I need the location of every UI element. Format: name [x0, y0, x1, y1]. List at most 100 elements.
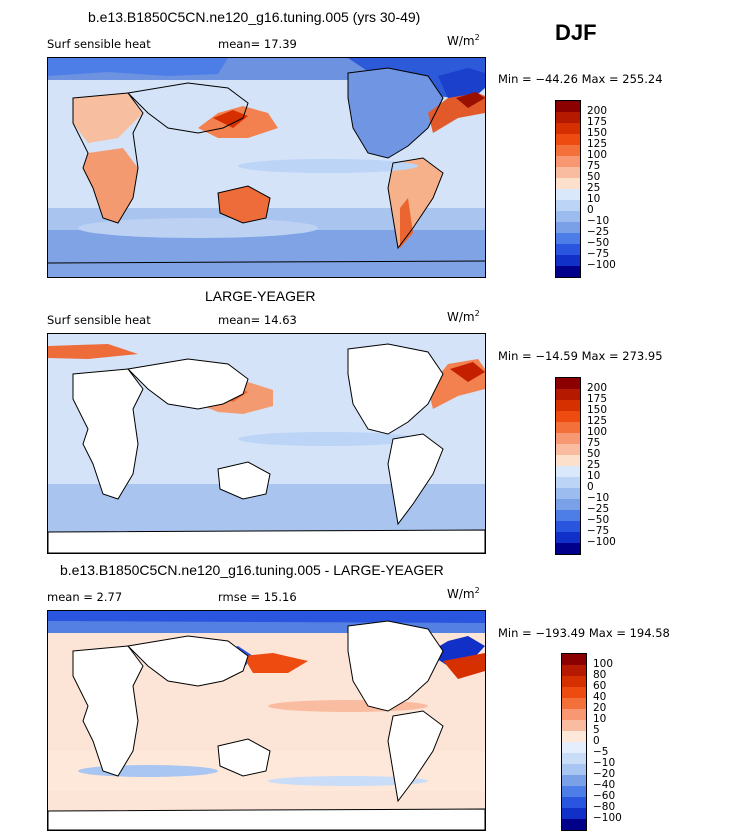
panel-2-title: LARGE-YEAGER: [205, 288, 316, 304]
panel-1-mean: mean= 17.39: [218, 37, 297, 51]
colorbar-swatch: [556, 499, 580, 510]
colorbar-swatch: [562, 720, 586, 731]
panel-1-title: b.e13.B1850C5CN.ne120_g16.tuning.005 (yr…: [88, 9, 421, 25]
colorbar-label: 50: [587, 448, 601, 460]
colorbar-label: 50: [587, 171, 601, 183]
colorbar-label: −60: [593, 790, 616, 802]
colorbar-label: 175: [587, 116, 608, 128]
colorbar-label: −25: [587, 503, 610, 515]
panel-2-map: [47, 333, 486, 554]
colorbar-label: 100: [587, 149, 608, 161]
colorbar-label: −10: [587, 492, 610, 504]
colorbar-swatch: [562, 764, 586, 775]
colorbar-swatch: [556, 400, 580, 411]
panel-3-colorbar-cells: [562, 654, 586, 830]
panel-3-title: b.e13.B1850C5CN.ne120_g16.tuning.005 - L…: [60, 562, 444, 578]
colorbar-label: 100: [587, 426, 608, 438]
colorbar-swatch: [556, 521, 580, 532]
colorbar-label: −100: [593, 812, 622, 824]
panel-3-map-svg: [48, 611, 485, 830]
colorbar-swatch: [556, 422, 580, 433]
colorbar-swatch: [556, 433, 580, 444]
colorbar-swatch: [556, 123, 580, 134]
colorbar-label: 40: [593, 691, 607, 703]
colorbar-swatch: [556, 488, 580, 499]
colorbar-swatch: [556, 444, 580, 455]
colorbar-label: 80: [593, 669, 607, 681]
colorbar-label: −75: [587, 525, 610, 537]
colorbar-swatch: [556, 378, 580, 389]
colorbar-swatch: [562, 797, 586, 808]
colorbar-label: 175: [587, 393, 608, 405]
colorbar-swatch: [562, 775, 586, 786]
colorbar-swatch: [556, 211, 580, 222]
panel-1-colorbar-cells: [556, 101, 580, 277]
colorbar-label: 150: [587, 404, 608, 416]
colorbar-swatch: [556, 178, 580, 189]
colorbar-label: 25: [587, 182, 601, 194]
colorbar-swatch: [556, 532, 580, 543]
colorbar-label: −40: [593, 779, 616, 791]
colorbar-swatch: [556, 466, 580, 477]
colorbar-swatch: [562, 819, 586, 830]
colorbar-label: −50: [587, 237, 610, 249]
colorbar-swatch: [556, 156, 580, 167]
colorbar-swatch: [562, 709, 586, 720]
colorbar-label: 25: [587, 459, 601, 471]
panel-2-minmax: Min = −14.59 Max = 273.95: [498, 349, 663, 363]
colorbar-label: 0: [587, 481, 594, 493]
panel-1-variable: Surf sensible heat: [47, 37, 151, 51]
colorbar-swatch: [556, 411, 580, 422]
panel-2-mean: mean= 14.63: [218, 313, 297, 327]
colorbar-swatch: [556, 189, 580, 200]
colorbar-swatch: [562, 731, 586, 742]
colorbar-swatch: [562, 808, 586, 819]
colorbar-label: 10: [593, 713, 607, 725]
colorbar-swatch: [556, 200, 580, 211]
colorbar-swatch: [556, 222, 580, 233]
colorbar-swatch: [556, 112, 580, 123]
colorbar-label: 75: [587, 437, 601, 449]
panel-3-rmse: rmse = 15.16: [218, 590, 297, 604]
panel-2-variable: Surf sensible heat: [47, 313, 151, 327]
colorbar-label: −20: [593, 768, 616, 780]
panel-1-colorbar: [555, 100, 581, 278]
panel-1-map: [47, 57, 486, 278]
colorbar-swatch: [556, 477, 580, 488]
colorbar-label: −5: [593, 746, 609, 758]
colorbar-label: −100: [587, 259, 616, 271]
panel-3-units: W/m2: [447, 586, 480, 601]
colorbar-label: 100: [593, 658, 614, 670]
colorbar-swatch: [556, 244, 580, 255]
colorbar-label: 75: [587, 160, 601, 172]
panel-1-map-svg: [48, 58, 485, 277]
colorbar-swatch: [562, 742, 586, 753]
colorbar-swatch: [556, 266, 580, 277]
colorbar-swatch: [556, 134, 580, 145]
colorbar-label: 5: [593, 724, 600, 736]
colorbar-label: −75: [587, 248, 610, 260]
colorbar-label: 200: [587, 105, 608, 117]
panel-2-units: W/m2: [447, 309, 480, 324]
colorbar-label: −10: [587, 215, 610, 227]
colorbar-label: 20: [593, 702, 607, 714]
colorbar-label: 10: [587, 193, 601, 205]
colorbar-swatch: [556, 255, 580, 266]
panel-3-mean: mean = 2.77: [47, 590, 123, 604]
colorbar-swatch: [556, 233, 580, 244]
colorbar-label: 60: [593, 680, 607, 692]
panel-3-map: [47, 610, 486, 831]
colorbar-swatch: [562, 786, 586, 797]
panel-2-colorbar: [555, 377, 581, 555]
panel-2-map-svg: [48, 334, 485, 553]
colorbar-swatch: [562, 698, 586, 709]
colorbar-swatch: [562, 753, 586, 764]
colorbar-label: −25: [587, 226, 610, 238]
colorbar-swatch: [562, 676, 586, 687]
colorbar-label: 200: [587, 382, 608, 394]
colorbar-label: 0: [593, 735, 600, 747]
colorbar-label: −50: [587, 514, 610, 526]
colorbar-swatch: [562, 665, 586, 676]
panel-3-colorbar: [561, 653, 587, 831]
colorbar-label: −10: [593, 757, 616, 769]
